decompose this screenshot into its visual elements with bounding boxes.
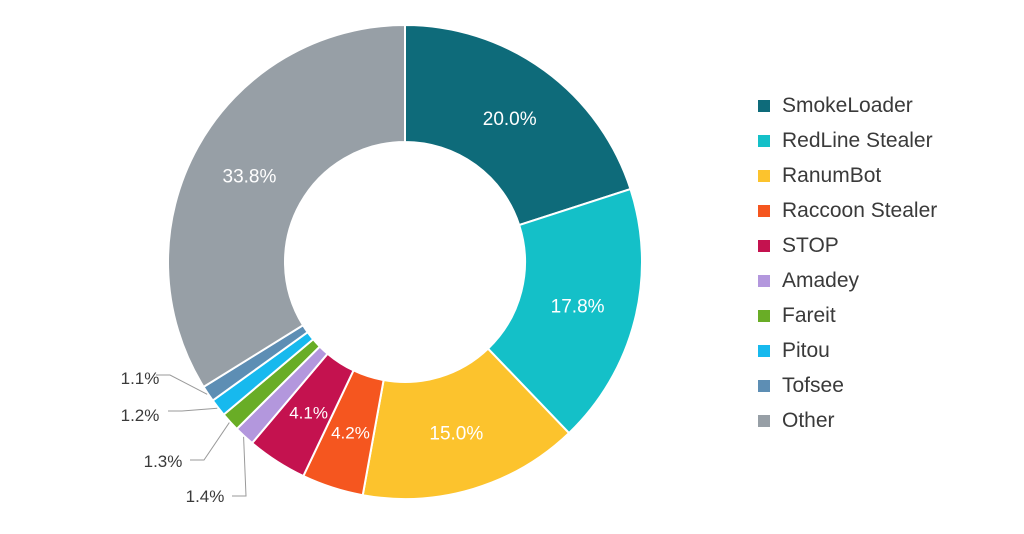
callout-line-amadey	[232, 436, 247, 497]
legend-item-fareit: Fareit	[758, 298, 937, 333]
legend-item-smokeloader: SmokeLoader	[758, 88, 937, 123]
slice-label-redline-stealer: 17.8%	[551, 296, 605, 317]
slice-label-ranumbot: 15.0%	[429, 423, 483, 444]
legend-label: Amadey	[782, 268, 860, 292]
legend-label: Fareit	[782, 303, 836, 327]
legend-item-stop: STOP	[758, 228, 937, 263]
legend-item-raccoon-stealer: Raccoon Stealer	[758, 193, 937, 228]
slice-label-smokeloader: 20.0%	[483, 109, 537, 130]
slice-ranumbot	[361, 347, 571, 500]
legend-label: RanumBot	[782, 163, 882, 187]
slice-label-raccoon-stealer: 4.2%	[331, 423, 370, 442]
legend-item-redline-stealer: RedLine Stealer	[758, 123, 937, 158]
callout-line-fareit	[190, 422, 230, 461]
slice-label-tofsee: 1.1%	[121, 369, 160, 388]
legend-swatch	[758, 169, 770, 182]
legend-item-ranumbot: RanumBot	[758, 158, 937, 193]
legend-label: Raccoon Stealer	[782, 198, 938, 222]
legend-swatch	[758, 274, 770, 287]
legend-swatch	[758, 99, 770, 112]
legend-label: RedLine Stealer	[782, 128, 933, 152]
slice-label-pitou: 1.2%	[121, 406, 160, 425]
legend-item-pitou: Pitou	[758, 333, 937, 368]
legend-label: Other	[782, 408, 835, 432]
slice-redline-stealer	[486, 187, 643, 435]
legend-swatch	[758, 309, 770, 322]
legend-label: STOP	[782, 233, 839, 257]
legend-swatch	[758, 414, 770, 427]
slice-label-fareit: 1.3%	[144, 452, 183, 471]
callout-line-tofsee	[156, 374, 208, 395]
legend-label: Tofsee	[782, 373, 844, 397]
slice-label-amadey: 1.4%	[186, 487, 225, 506]
callout-line-pitou	[168, 407, 218, 412]
legend-swatch	[758, 134, 770, 147]
legend-item-amadey: Amadey	[758, 263, 937, 298]
legend-swatch	[758, 204, 770, 217]
legend-label: SmokeLoader	[782, 93, 913, 117]
legend-swatch	[758, 239, 770, 252]
slice-smokeloader	[404, 23, 632, 227]
legend-item-other: Other	[758, 403, 937, 438]
slice-label-other: 33.8%	[223, 166, 277, 187]
chart-legend: SmokeLoader RedLine Stealer RanumBot Raccoo…	[758, 88, 937, 438]
legend-item-tofsee: Tofsee	[758, 368, 937, 403]
slice-label-stop: 4.1%	[289, 404, 328, 423]
legend-swatch	[758, 344, 770, 357]
legend-label: Pitou	[782, 338, 830, 362]
slice-other	[167, 23, 406, 389]
legend-swatch	[758, 379, 770, 392]
